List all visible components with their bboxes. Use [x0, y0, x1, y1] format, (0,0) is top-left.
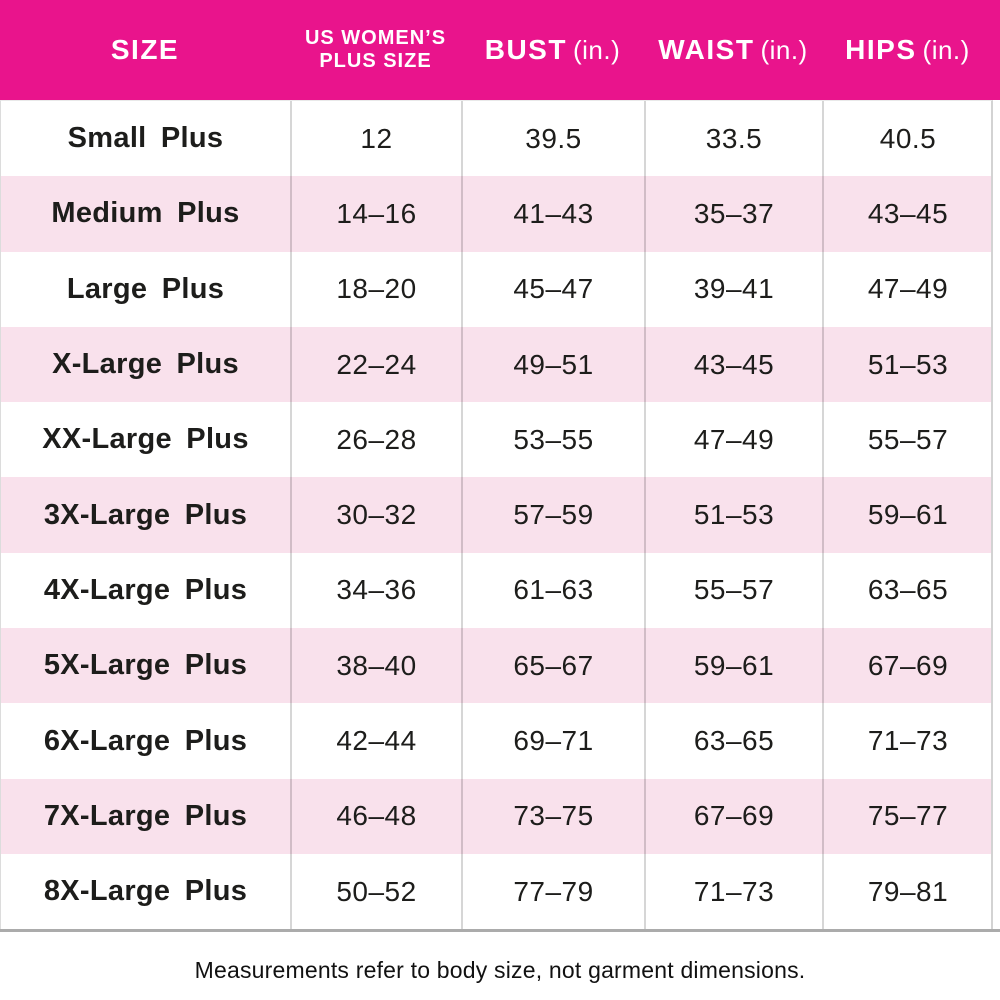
table-row: 4X-Large Plus 34–36 61–63 55–57 63–65	[1, 552, 992, 629]
measurement-value: 55–57	[822, 402, 992, 478]
measurement-value: 57–59	[461, 477, 644, 553]
measurement-value: 53–55	[461, 402, 644, 478]
measurement-value: 40.5	[822, 101, 992, 177]
size-label: 7X-Large Plus	[43, 799, 248, 832]
measurement-value: 71–73	[822, 703, 992, 779]
measurement-value: 42–44	[290, 703, 461, 779]
measurement-value: 51–53	[644, 477, 822, 553]
table-row: 3X-Large Plus 30–32 57–59 51–53 59–61	[1, 477, 992, 553]
measurement-value: 41–43	[461, 176, 644, 252]
table-row: Small Plus 12 39.5 33.5 40.5	[1, 101, 992, 177]
measurement-value: 63–65	[644, 703, 822, 779]
table-header: SIZE US WOMEN’S PLUS SIZE BUST (in.) WAIS…	[0, 0, 1000, 100]
measurement-value: 75–77	[822, 778, 992, 854]
column-header-us-plus-size: US WOMEN’S PLUS SIZE	[290, 27, 461, 73]
size-label: Large Plus	[66, 272, 225, 305]
table-row: 7X-Large Plus 46–48 73–75 67–69 75–77	[1, 778, 992, 854]
table-row: 5X-Large Plus 38–40 65–67 59–61 67–69	[1, 628, 992, 704]
measurement-value: 35–37	[644, 176, 822, 252]
size-label: Medium Plus	[51, 197, 240, 230]
measurement-value: 63–65	[822, 552, 992, 629]
measurement-value: 51–53	[822, 326, 992, 403]
measurement-value: 77–79	[461, 853, 644, 930]
table-row: X-Large Plus 22–24 49–51 43–45 51–53	[1, 326, 992, 403]
column-header-bust: BUST (in.)	[461, 34, 644, 65]
table-row: 8X-Large Plus 50–52 77–79 71–73 79–81	[1, 853, 992, 930]
table-row: 6X-Large Plus 42–44 69–71 63–65 71–73	[1, 703, 992, 779]
measurement-value: 59–61	[644, 628, 822, 704]
table-row: Large Plus 18–20 45–47 39–41 47–49	[1, 251, 992, 327]
measurement-value: 47–49	[822, 251, 992, 327]
size-label: XX-Large Plus	[42, 423, 249, 456]
table-body: Small Plus 12 39.5 33.5 40.5 Medium Plus 14–16…	[0, 100, 993, 930]
measurement-value: 55–57	[644, 552, 822, 629]
measurement-value: 73–75	[461, 778, 644, 854]
column-header-hips-unit: (in.)	[922, 35, 970, 66]
footnote: Measurements refer to body size, not gar…	[194, 957, 806, 984]
measurement-value: 30–32	[290, 477, 461, 553]
column-header-bust-label: BUST	[484, 34, 567, 66]
measurement-value: 34–36	[290, 552, 461, 629]
measurement-value: 61–63	[461, 552, 644, 629]
measurement-value: 39–41	[644, 251, 822, 327]
measurement-value: 18–20	[290, 251, 461, 327]
size-label: 6X-Large Plus	[43, 724, 248, 757]
measurement-value: 46–48	[290, 778, 461, 854]
measurement-value: 47–49	[644, 402, 822, 478]
measurement-value: 43–45	[822, 176, 992, 252]
measurement-value: 43–45	[644, 326, 822, 403]
column-header-waist-unit: (in.)	[760, 35, 808, 66]
column-header-waist-label: WAIST	[658, 34, 755, 66]
measurement-value: 49–51	[461, 326, 644, 403]
measurement-value: 67–69	[644, 778, 822, 854]
table-row: XX-Large Plus 26–28 53–55 47–49 55–57	[1, 402, 992, 478]
measurement-value: 65–67	[461, 628, 644, 704]
column-header-hips: HIPS (in.)	[822, 34, 993, 65]
column-header-waist: WAIST (in.)	[644, 34, 822, 65]
measurement-value: 38–40	[290, 628, 461, 704]
size-label: 4X-Large Plus	[43, 573, 248, 606]
measurement-value: 67–69	[822, 628, 992, 704]
measurement-value: 71–73	[644, 853, 822, 930]
measurement-value: 69–71	[461, 703, 644, 779]
column-header-us-plus-size-label: US WOMEN’S PLUS SIZE	[304, 27, 447, 72]
measurement-value: 50–52	[290, 853, 461, 930]
measurement-value: 59–61	[822, 477, 992, 553]
measurement-value: 45–47	[461, 251, 644, 327]
size-label: 8X-Large Plus	[43, 875, 248, 908]
column-header-size: SIZE	[0, 34, 290, 65]
column-header-bust-unit: (in.)	[572, 35, 621, 66]
table-bottom-rule	[0, 929, 1000, 933]
measurement-value: 22–24	[290, 326, 461, 403]
table-row: Medium Plus 14–16 41–43 35–37 43–45	[1, 176, 992, 252]
size-label: X-Large Plus	[52, 348, 239, 381]
table-header-grid: SIZE US WOMEN’S PLUS SIZE BUST (in.) WAIS…	[0, 0, 993, 100]
measurement-value: 33.5	[644, 101, 822, 177]
column-header-hips-label: HIPS	[845, 34, 917, 66]
measurement-value: 26–28	[290, 402, 461, 478]
measurement-value: 14–16	[290, 176, 461, 252]
size-label: Small Plus	[67, 122, 224, 155]
size-label: 3X-Large Plus	[43, 498, 248, 531]
measurement-value: 79–81	[822, 853, 992, 930]
size-label: 5X-Large Plus	[43, 649, 248, 682]
column-header-size-label: SIZE	[110, 34, 180, 66]
measurement-value: 39.5	[461, 101, 644, 177]
measurement-value: 12	[290, 101, 461, 177]
